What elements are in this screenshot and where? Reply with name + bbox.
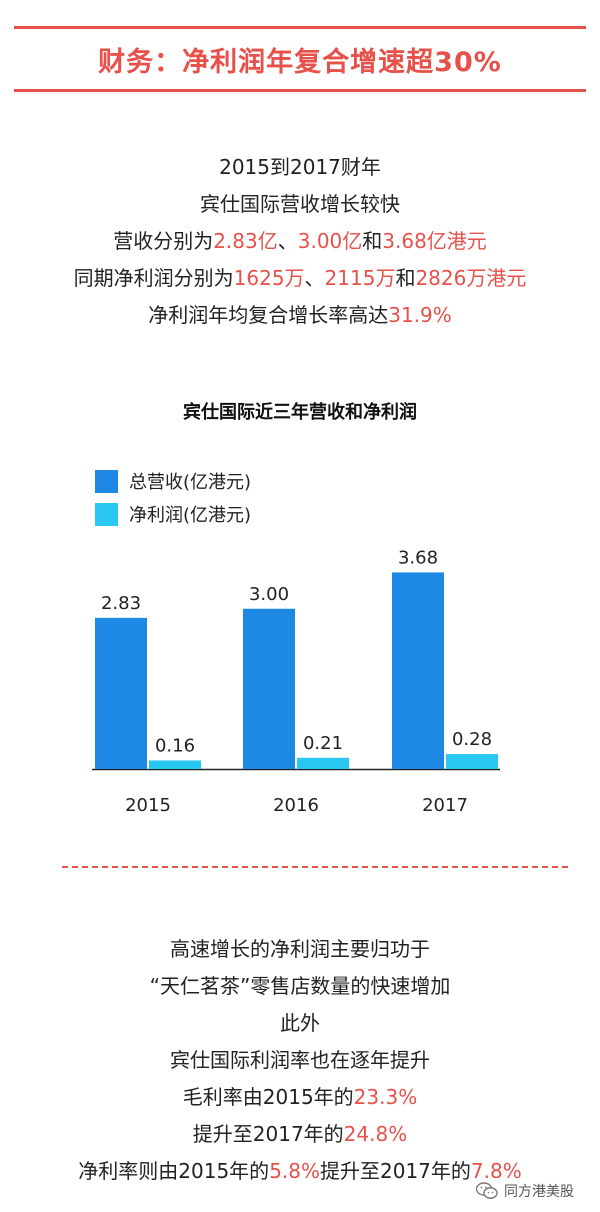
body-text: 宾仕国际利润率也在逐年提升 [170, 1048, 430, 1072]
highlight-text: 2.83亿 [213, 229, 278, 253]
x-tick-label: 2017 [422, 795, 468, 816]
body-text: 、 [304, 266, 325, 290]
highlight-text: 3.00亿 [297, 229, 363, 253]
bar [95, 617, 147, 769]
body-text: 2015到2017财年 [219, 155, 381, 179]
legend-label: 总营收(亿港元) [129, 472, 251, 493]
body-text: “天仁茗茶”零售店数量的快速增加 [149, 974, 451, 998]
highlight-text: 2826万港元 [415, 266, 527, 290]
intro-line: 营收分别为2.83亿、3.00亿和3.68亿港元 [0, 223, 600, 260]
intro-line: 同期净利润分别为1625万、2115万和2826万港元 [0, 260, 600, 297]
bar-value-label: 0.28 [452, 729, 492, 750]
bar [297, 757, 349, 769]
chart-title: 宾仕国际近三年营收和净利润 [183, 402, 417, 423]
dashed-divider [62, 866, 568, 868]
bar-value-label: 3.68 [398, 547, 438, 568]
highlight-text: 3.68亿港元 [382, 229, 487, 253]
x-tick-label: 2015 [125, 795, 171, 816]
body-text: 毛利率由2015年的 [182, 1085, 354, 1109]
outro-line: 毛利率由2015年的23.3% [0, 1079, 600, 1116]
outro-line: 此外 [0, 1005, 600, 1042]
outro-paragraph: 高速增长的净利润主要归功于 “天仁茗茶”零售店数量的快速增加 此外宾仕国际利润率也在… [0, 931, 600, 1190]
wechat-icon [476, 1182, 498, 1199]
watermark: 同方港美股 [472, 1178, 578, 1204]
outro-line: 净利率则由2015年的5.8%提升至2017年的7.8% [0, 1153, 600, 1190]
body-text: 和 [362, 229, 383, 253]
highlight-text: 2115万 [324, 266, 396, 290]
body-text: 高速增长的净利润主要归功于 [170, 937, 430, 961]
bar-chart: 总营收(亿港元) 净利润(亿港元) 2.83 0.16 2015 3.00 0.21 2016… [92, 470, 500, 816]
watermark-text: 同方港美股 [504, 1184, 574, 1200]
bar [392, 572, 444, 769]
body-text: 净利率则由2015年的 [78, 1159, 270, 1183]
intro-line: 2015到2017财年 [0, 149, 600, 186]
body-text: 和 [395, 266, 416, 290]
bar-value-label: 0.21 [303, 733, 343, 754]
bar-value-label: 2.83 [101, 593, 141, 614]
highlight-text: 23.3% [353, 1085, 418, 1109]
highlight-text: 5.8% [269, 1159, 320, 1183]
bar [149, 760, 201, 769]
body-text: 净利润年均复合增长率高达 [148, 303, 389, 327]
body-text: 、 [277, 229, 298, 253]
bar [446, 754, 498, 769]
header-top-rule [14, 26, 586, 29]
intro-paragraph: 2015到2017财年 宾仕国际营收增长较快 营收分别为2.83亿、3.00亿和3.… [0, 149, 600, 334]
bar [243, 608, 295, 769]
legend-label: 净利润(亿港元) [129, 505, 251, 526]
body-text: 提升至2017年的 [192, 1122, 344, 1146]
outro-line: 宾仕国际利润率也在逐年提升 [0, 1042, 600, 1079]
highlight-text: 1625万 [233, 266, 305, 290]
bar-value-label: 0.16 [155, 735, 195, 756]
x-tick-label: 2016 [273, 795, 319, 816]
body-text: 提升至2017年的 [320, 1159, 471, 1183]
page-title: 财务：净利润年复合增速超30% [98, 47, 502, 78]
body-text: 此外 [280, 1011, 320, 1035]
legend-swatch [95, 503, 118, 526]
body-text: 宾仕国际营收增长较快 [200, 192, 400, 216]
body-text: 同期净利润分别为 [73, 266, 234, 290]
outro-line: 提升至2017年的24.8% [0, 1116, 600, 1153]
header-bottom-rule [14, 89, 586, 92]
body-text: 营收分别为 [113, 229, 214, 253]
outro-line: 高速增长的净利润主要归功于 [0, 931, 600, 968]
highlight-text: 31.9% [388, 303, 452, 327]
intro-line: 宾仕国际营收增长较快 [0, 186, 600, 223]
legend-swatch [95, 470, 118, 493]
bar-value-label: 3.00 [249, 584, 289, 605]
highlight-text: 24.8% [343, 1122, 408, 1146]
outro-line: “天仁茗茶”零售店数量的快速增加 [0, 968, 600, 1005]
intro-line: 净利润年均复合增长率高达31.9% [0, 297, 600, 334]
header-banner: 财务：净利润年复合增速超30% [14, 26, 586, 92]
